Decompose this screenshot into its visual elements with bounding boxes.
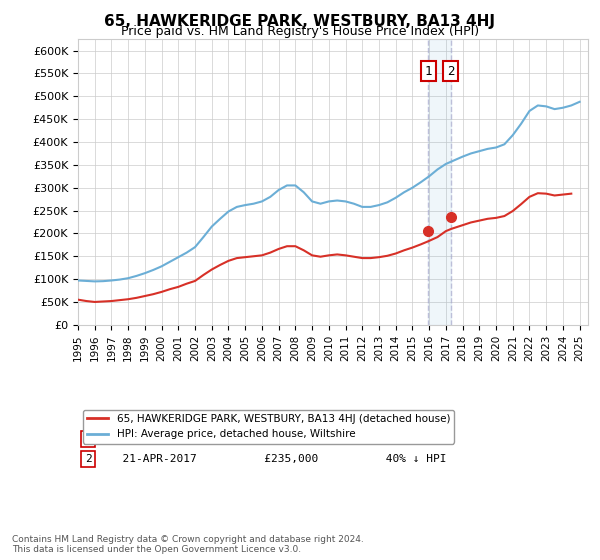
Text: 16-DEC-2015          £205,000          44% ↓ HPI: 16-DEC-2015 £205,000 44% ↓ HPI	[109, 434, 446, 444]
Text: 1: 1	[85, 434, 92, 444]
Bar	[428, 39, 451, 325]
Text: Contains HM Land Registry data © Crown copyright and database right 2024.
This d: Contains HM Land Registry data © Crown c…	[12, 535, 364, 554]
Text: 2: 2	[85, 454, 92, 464]
Text: Price paid vs. HM Land Registry's House Price Index (HPI): Price paid vs. HM Land Registry's House …	[121, 25, 479, 38]
Legend: 65, HAWKERIDGE PARK, WESTBURY, BA13 4HJ (detached house), HPI: Average price, de: 65, HAWKERIDGE PARK, WESTBURY, BA13 4HJ …	[83, 410, 454, 444]
Text: 65, HAWKERIDGE PARK, WESTBURY, BA13 4HJ: 65, HAWKERIDGE PARK, WESTBURY, BA13 4HJ	[104, 14, 496, 29]
Text: 1: 1	[425, 65, 432, 78]
Text: 21-APR-2017          £235,000          40% ↓ HPI: 21-APR-2017 £235,000 40% ↓ HPI	[109, 454, 446, 464]
Text: 2: 2	[447, 65, 455, 78]
